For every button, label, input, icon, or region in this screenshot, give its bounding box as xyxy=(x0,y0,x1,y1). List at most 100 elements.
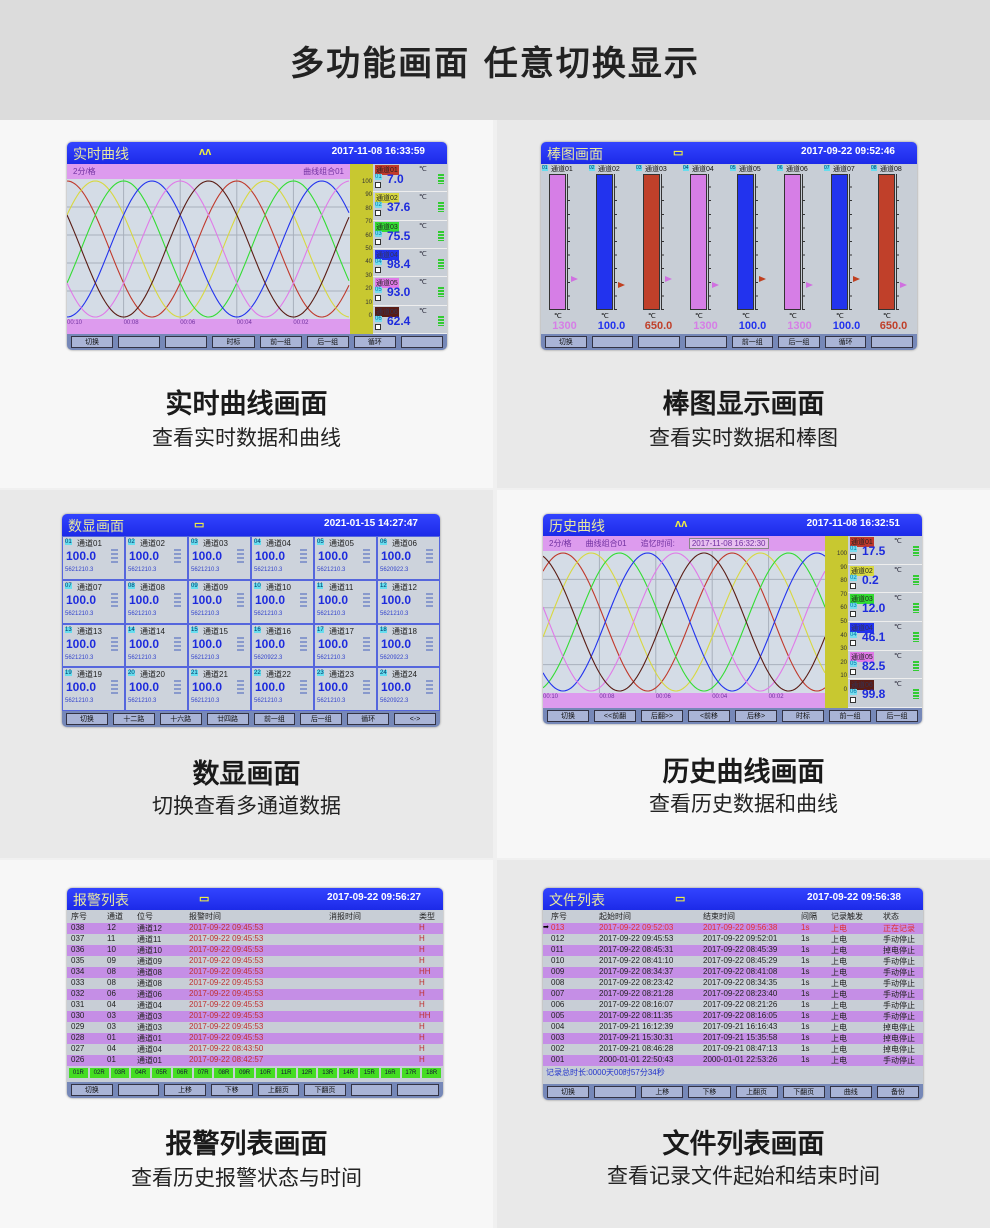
table-row[interactable]: 029 03 通道03 2017-09-22 09:45:53 H xyxy=(67,1022,443,1033)
channel-row[interactable]: 通道05 ℃ 05 93.0 xyxy=(373,277,447,306)
channel-cell[interactable]: 18 通道18 100.0 5620922.3 xyxy=(377,623,440,668)
channel-cell[interactable]: 24 通道24 100.0 5620922.3 xyxy=(377,667,440,711)
channel-cell[interactable]: 05 通道05 100.0 5621210.3 xyxy=(314,536,377,580)
table-row[interactable]: 035 09 通道09 2017-09-22 09:45:53 H xyxy=(67,956,443,967)
checkbox-icon[interactable] xyxy=(375,238,381,245)
table-row[interactable]: 036 10 通道10 2017-09-22 09:45:53 H xyxy=(67,945,443,956)
softkey-button[interactable]: 下移 xyxy=(210,1084,253,1096)
softkey-button[interactable]: 上移 xyxy=(641,1086,684,1098)
checkbox-icon[interactable] xyxy=(850,582,856,589)
channel-cell[interactable]: 19 通道19 100.0 5621210.3 xyxy=(62,667,125,711)
channel-cell[interactable]: 22 通道22 100.0 5621210.3 xyxy=(251,667,314,711)
softkey-button[interactable]: 前一组 xyxy=(731,336,774,348)
softkey-button[interactable]: <前移 xyxy=(688,710,730,722)
table-row[interactable]: 034 08 通道08 2017-09-22 09:45:53 HH xyxy=(67,967,443,978)
channel-row[interactable]: 通道06 ℃ 06 99.8 xyxy=(848,679,922,708)
softkey-button[interactable]: 切换 xyxy=(66,713,108,725)
softkey-button[interactable]: 廿四路 xyxy=(206,713,249,725)
softkey-button[interactable]: 下翻页 xyxy=(304,1084,346,1096)
table-row[interactable]: 038 12 通道12 2017-09-22 09:45:53 H xyxy=(67,923,443,934)
checkbox-icon[interactable] xyxy=(375,210,381,217)
table-row[interactable]: 033 08 通道08 2017-09-22 09:45:53 H xyxy=(67,978,443,989)
channel-cell[interactable]: 21 通道21 100.0 5621210.3 xyxy=(188,667,251,711)
channel-cell[interactable]: 01 通道01 100.0 5621210.3 xyxy=(62,536,125,580)
table-row[interactable]: 008 2017-09-22 08:23:42 2017-09-22 08:34:3… xyxy=(543,978,923,989)
softkey-button[interactable]: 上移 xyxy=(164,1084,206,1096)
softkey-button[interactable]: 切换 xyxy=(71,336,114,348)
table-row[interactable]: 028 01 通道01 2017-09-22 09:45:53 H xyxy=(67,1033,443,1044)
channel-cell[interactable]: 02 通道02 100.0 5621210.3 xyxy=(125,536,188,580)
table-row[interactable]: 001 2000-01-01 22:50:43 2000-01-01 22:53:2… xyxy=(543,1055,923,1066)
checkbox-icon[interactable] xyxy=(850,554,856,560)
softkey-button[interactable]: 前一组 xyxy=(829,710,871,722)
channel-cell[interactable]: 12 通道12 100.0 5621210.3 xyxy=(377,579,440,624)
table-row[interactable]: 002 2017-09-21 08:46:28 2017-09-21 08:47:1… xyxy=(543,1044,923,1055)
softkey-button[interactable]: 前一组 xyxy=(253,713,296,725)
table-row[interactable]: 003 2017-09-21 15:30:31 2017-09-21 15:35:5… xyxy=(543,1033,923,1044)
channel-row[interactable]: 通道04 ℃ 04 98.4 xyxy=(373,249,447,278)
channel-row[interactable]: 通道01 ℃ 01 7.0 xyxy=(373,164,447,193)
softkey-button[interactable]: 时标 xyxy=(212,336,255,348)
softkey-button[interactable]: 曲线 xyxy=(829,1086,872,1098)
checkbox-icon[interactable] xyxy=(850,640,856,646)
softkey-button[interactable]: 备份 xyxy=(876,1086,919,1098)
softkey-button[interactable]: 后一组 xyxy=(876,710,918,722)
table-row[interactable]: 010 2017-09-22 08:41:10 2017-09-22 08:45:2… xyxy=(543,956,923,967)
softkey-button[interactable]: 上翻页 xyxy=(735,1086,778,1098)
softkey-button[interactable]: <-> xyxy=(394,713,436,725)
softkey-button[interactable] xyxy=(165,336,208,348)
table-row[interactable]: ➡ 013 2017-09-22 09:52:03 2017-09-22 09:56:… xyxy=(543,923,923,934)
checkbox-icon[interactable] xyxy=(850,611,856,618)
table-row[interactable]: 005 2017-09-22 08:11:35 2017-09-22 08:16:0… xyxy=(543,1011,923,1022)
softkey-button[interactable]: <<前翻 xyxy=(594,710,636,722)
table-row[interactable]: 007 2017-09-22 08:21:28 2017-09-22 08:23:4… xyxy=(543,989,923,1000)
softkey-button[interactable]: 切换 xyxy=(71,1084,113,1096)
table-row[interactable]: 027 04 通道04 2017-09-22 08:43:50 H xyxy=(67,1044,443,1055)
softkey-button[interactable]: 切换 xyxy=(547,1086,590,1098)
table-row[interactable]: 037 11 通道11 2017-09-22 09:45:53 H xyxy=(67,934,443,945)
softkey-button[interactable] xyxy=(871,336,913,348)
softkey-button[interactable] xyxy=(400,336,443,348)
channel-cell[interactable]: 20 通道20 100.0 5621210.3 xyxy=(125,667,188,711)
channel-row[interactable]: 通道01 ℃ 01 17.5 xyxy=(848,536,922,565)
softkey-button[interactable]: 后一组 xyxy=(778,336,820,348)
channel-row[interactable]: 通道03 ℃ 03 75.5 xyxy=(373,221,447,249)
channel-cell[interactable]: 08 通道08 100.0 5621210.3 xyxy=(125,579,188,624)
table-row[interactable]: 026 01 通道01 2017-09-22 08:42:57 H xyxy=(67,1055,443,1066)
channel-cell[interactable]: 04 通道04 100.0 5621210.3 xyxy=(251,536,314,580)
recall-time-field[interactable]: 2017-11-08 16:32:30 xyxy=(688,538,769,549)
softkey-button[interactable] xyxy=(591,336,634,348)
softkey-button[interactable]: 十二路 xyxy=(112,713,155,725)
softkey-button[interactable]: 上翻页 xyxy=(257,1084,300,1096)
softkey-button[interactable] xyxy=(118,336,161,348)
softkey-button[interactable] xyxy=(350,1084,393,1096)
channel-cell[interactable]: 06 通道06 100.0 5620922.3 xyxy=(377,536,440,580)
checkbox-icon[interactable] xyxy=(375,182,381,188)
channel-cell[interactable]: 10 通道10 100.0 5621210.3 xyxy=(251,579,314,624)
channel-row[interactable]: 通道03 ℃ 03 12.0 xyxy=(848,593,922,622)
softkey-button[interactable]: 时标 xyxy=(782,710,824,722)
softkey-button[interactable] xyxy=(397,1084,439,1096)
softkey-button[interactable]: 十六路 xyxy=(159,713,202,725)
softkey-button[interactable]: 下移 xyxy=(688,1086,731,1098)
softkey-button[interactable]: 后翻>> xyxy=(641,710,683,722)
table-row[interactable]: 032 06 通道06 2017-09-22 09:45:53 H xyxy=(67,989,443,1000)
table-row[interactable]: 004 2017-09-21 16:12:39 2017-09-21 16:16:4… xyxy=(543,1022,923,1033)
checkbox-icon[interactable] xyxy=(375,267,381,273)
checkbox-icon[interactable] xyxy=(850,668,856,675)
channel-cell[interactable]: 14 通道14 100.0 5621210.3 xyxy=(125,623,188,668)
table-row[interactable]: 031 04 通道04 2017-09-22 09:45:53 H xyxy=(67,1000,443,1011)
table-row[interactable]: 030 03 通道03 2017-09-22 09:45:53 HH xyxy=(67,1011,443,1022)
channel-row[interactable]: 通道06 ℃ 06 62.4 xyxy=(373,306,447,334)
channel-row[interactable]: 通道02 ℃ 02 0.2 xyxy=(848,565,922,594)
channel-row[interactable]: 通道02 ℃ 02 37.6 xyxy=(373,192,447,221)
channel-cell[interactable]: 11 通道11 100.0 5621210.3 xyxy=(314,579,377,624)
softkey-button[interactable] xyxy=(638,336,680,348)
table-row[interactable]: 011 2017-09-22 08:45:31 2017-09-22 08:45:3… xyxy=(543,945,923,956)
table-row[interactable]: 012 2017-09-22 09:45:53 2017-09-22 09:52:0… xyxy=(543,934,923,945)
softkey-button[interactable]: 前一组 xyxy=(259,336,302,348)
softkey-button[interactable] xyxy=(594,1086,637,1098)
softkey-button[interactable] xyxy=(117,1084,160,1096)
channel-cell[interactable]: 09 通道09 100.0 5621210.3 xyxy=(188,579,251,624)
channel-cell[interactable]: 07 通道07 100.0 5621210.3 xyxy=(62,579,125,624)
